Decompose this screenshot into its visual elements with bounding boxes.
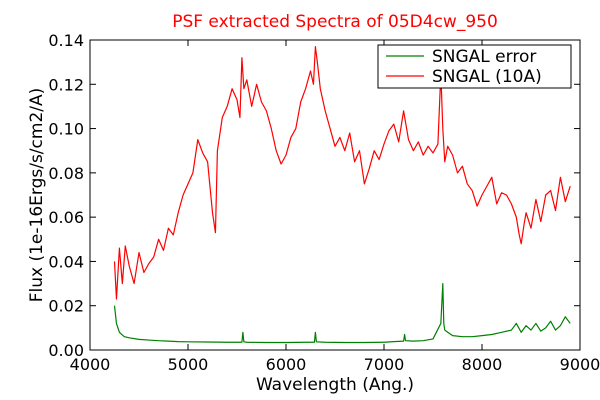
x-tick-label: 5000	[168, 355, 209, 374]
x-tick-label: 9000	[560, 355, 600, 374]
series-line-sngal-error	[113, 282, 571, 344]
x-tick-label: 8000	[462, 355, 503, 374]
x-tick-label: 6000	[266, 355, 307, 374]
y-tick-label: 0.00	[48, 341, 84, 360]
y-tick-label: 0.12	[48, 75, 84, 94]
x-axis-label: Wavelength (Ang.)	[256, 375, 414, 395]
y-tick-label: 0.08	[48, 164, 84, 183]
series-layer	[113, 46, 571, 344]
y-tick-label: 0.06	[48, 208, 84, 227]
y-tick-label: 0.14	[48, 31, 84, 50]
y-tick-label: 0.10	[48, 120, 84, 139]
legend: SNGAL error SNGAL (10A)	[377, 44, 572, 89]
y-axis-label: Flux (1e-16Ergs/s/cm2/A)	[27, 88, 47, 303]
series-line-sngal-10a	[113, 46, 571, 300]
legend-label-sngal-error: SNGAL error	[432, 47, 536, 67]
y-tick-label: 0.04	[48, 252, 84, 271]
chart-title: PSF extracted Spectra of 05D4cw_950	[172, 12, 498, 32]
x-tick-label: 7000	[364, 355, 405, 374]
plot-frame	[89, 39, 581, 351]
legend-box	[377, 44, 572, 89]
legend-label-sngal-10a: SNGAL (10A)	[432, 67, 542, 87]
axis-layer: 4000 5000 6000 7000 8000 9000 0.00 0.02 0.04 0.06…	[48, 31, 600, 374]
y-tick-label: 0.02	[48, 297, 84, 316]
x-tick-label: 4000	[70, 355, 111, 374]
